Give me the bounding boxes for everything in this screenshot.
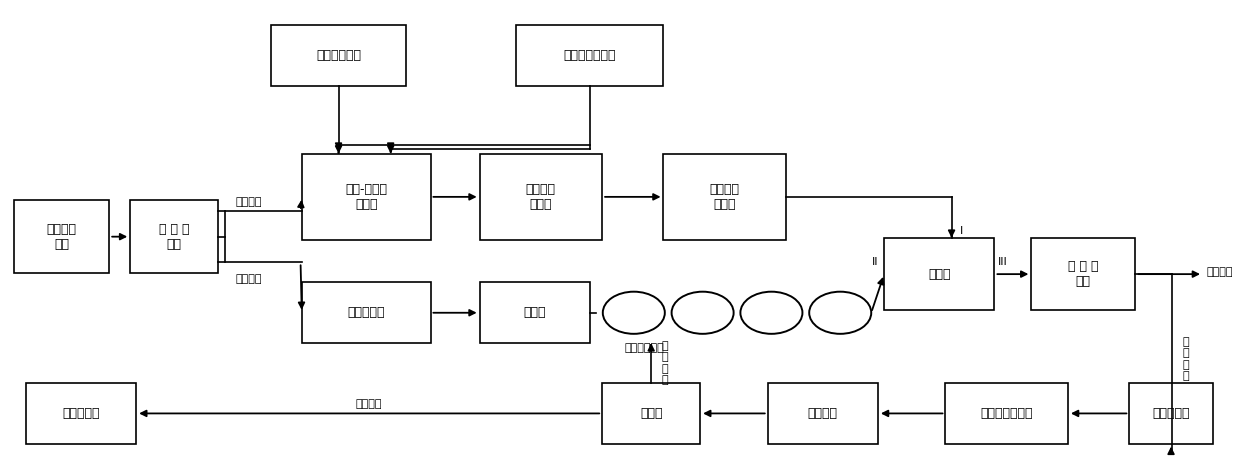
Text: 可调谐光
滤波器: 可调谐光 滤波器 (525, 183, 556, 211)
Text: 频谱分析仪: 频谱分析仪 (62, 407, 100, 420)
Text: II: II (871, 257, 878, 267)
Bar (271, 25, 406, 86)
Text: III: III (999, 257, 1007, 267)
Text: 功分器: 功分器 (639, 407, 663, 420)
Bar (479, 282, 590, 343)
Text: 第
三
支
路: 第 三 支 路 (1182, 337, 1188, 382)
Ellipse shape (672, 292, 733, 334)
Text: 第
六
支
路: 第 六 支 路 (660, 341, 668, 385)
Ellipse shape (809, 292, 871, 334)
Ellipse shape (603, 292, 665, 334)
Bar (1130, 383, 1213, 444)
Bar (768, 383, 878, 444)
Text: 第 二 耦
合器: 第 二 耦 合器 (1068, 260, 1099, 288)
Text: 相位调制器: 相位调制器 (347, 306, 385, 319)
Text: 环行器: 环行器 (928, 268, 950, 281)
Text: 隔离器: 隔离器 (523, 306, 546, 319)
Bar (663, 154, 786, 240)
Bar (302, 282, 430, 343)
Text: 可调谐激
光器: 可调谐激 光器 (47, 223, 77, 251)
Bar (479, 154, 602, 240)
Text: 马赫-曾德尔
调制器: 马赫-曾德尔 调制器 (346, 183, 387, 211)
Bar (602, 383, 700, 444)
Text: 微波功率放大器: 微波功率放大器 (980, 407, 1033, 420)
Text: 直流稳压电源: 直流稳压电源 (316, 49, 361, 62)
Text: 第 一 耦
合器: 第 一 耦 合器 (159, 223, 190, 251)
Bar (14, 200, 109, 273)
Bar (302, 154, 430, 240)
Text: 任意波形发生器: 任意波形发生器 (564, 49, 616, 62)
Bar (130, 200, 218, 273)
Text: 电滤波器: 电滤波器 (808, 407, 838, 420)
Bar (885, 238, 995, 310)
Bar (945, 383, 1068, 444)
Bar (1031, 238, 1135, 310)
Text: 掺铒光纤
放大器: 掺铒光纤 放大器 (710, 183, 740, 211)
Text: 第四支路: 第四支路 (1207, 267, 1233, 277)
Text: 第五支路: 第五支路 (356, 399, 383, 409)
Ellipse shape (741, 292, 803, 334)
Text: 高非线性光纤: 高非线性光纤 (624, 343, 664, 353)
Bar (26, 383, 136, 444)
Bar (517, 25, 663, 86)
Text: 光电探测器: 光电探测器 (1152, 407, 1189, 420)
Text: 第二支路: 第二支路 (235, 197, 263, 207)
Text: I: I (960, 226, 964, 236)
Text: 第一支路: 第一支路 (235, 274, 263, 284)
